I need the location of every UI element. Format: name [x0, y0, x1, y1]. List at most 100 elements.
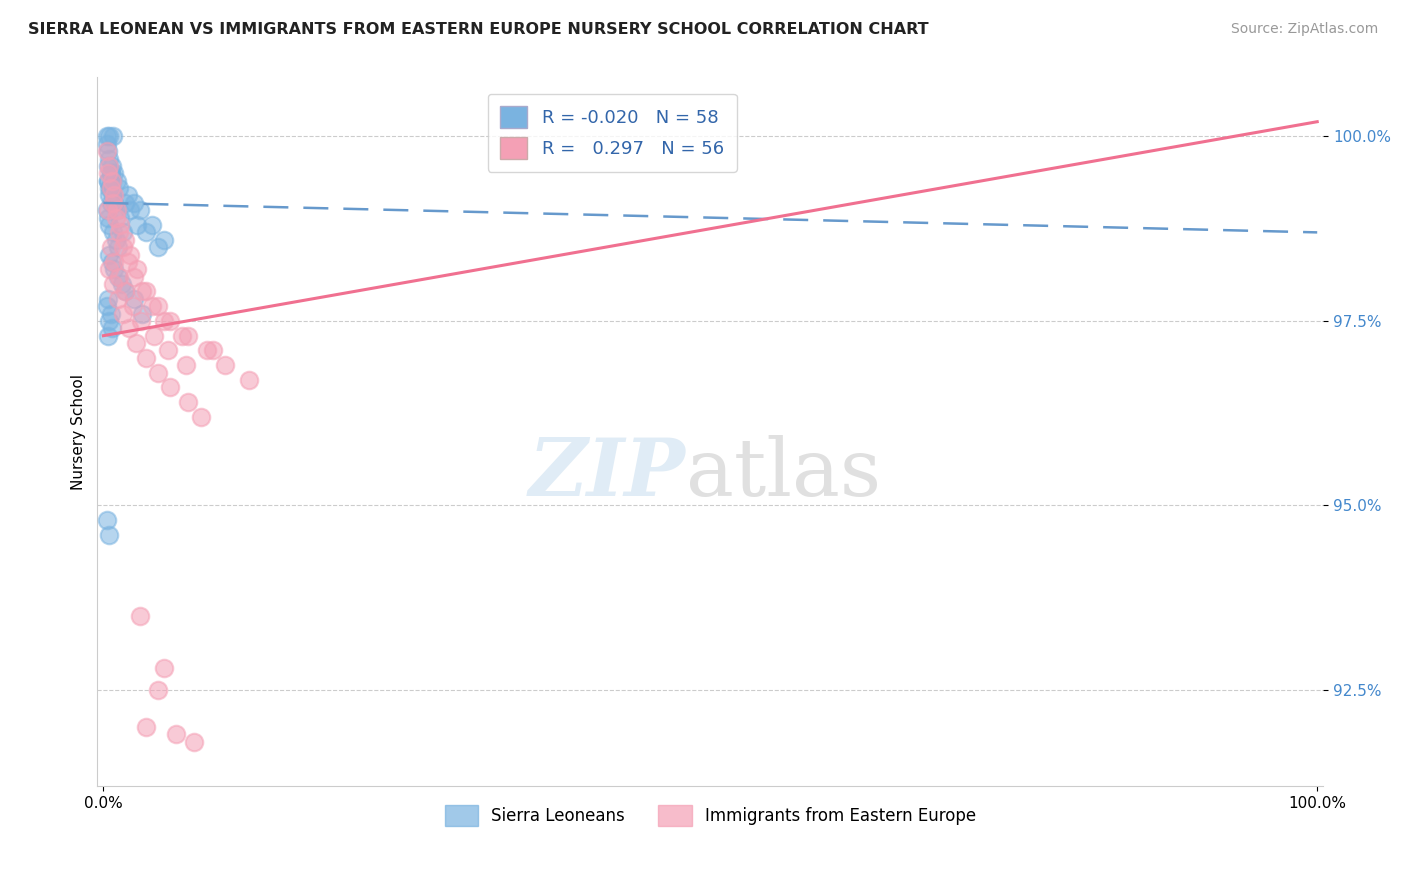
Point — [127, 218, 149, 232]
Point — [103, 262, 125, 277]
Point — [141, 299, 163, 313]
Point — [156, 343, 179, 358]
Point — [127, 262, 149, 277]
Point — [108, 226, 131, 240]
Point — [108, 269, 131, 284]
Point — [195, 343, 218, 358]
Point — [128, 203, 150, 218]
Point — [98, 181, 121, 195]
Point — [100, 307, 122, 321]
Point — [141, 218, 163, 232]
Point — [98, 152, 121, 166]
Text: SIERRA LEONEAN VS IMMIGRANTS FROM EASTERN EUROPE NURSERY SCHOOL CORRELATION CHAR: SIERRA LEONEAN VS IMMIGRANTS FROM EASTER… — [28, 22, 929, 37]
Point — [135, 351, 157, 365]
Point — [172, 328, 194, 343]
Point — [100, 166, 122, 180]
Point — [97, 174, 120, 188]
Point — [105, 174, 128, 188]
Point — [214, 358, 236, 372]
Point — [165, 727, 187, 741]
Point — [101, 226, 124, 240]
Point — [97, 292, 120, 306]
Point — [177, 328, 200, 343]
Text: atlas: atlas — [686, 435, 882, 513]
Text: ZIP: ZIP — [529, 435, 686, 513]
Point — [146, 299, 169, 313]
Point — [105, 203, 128, 218]
Point — [118, 321, 141, 335]
Point — [121, 299, 143, 313]
Point — [97, 145, 120, 159]
Point — [98, 314, 121, 328]
Point — [100, 166, 122, 180]
Point — [103, 255, 125, 269]
Point — [108, 181, 131, 195]
Point — [114, 195, 136, 210]
Point — [107, 240, 129, 254]
Point — [97, 159, 120, 173]
Point — [183, 734, 205, 748]
Point — [103, 166, 125, 180]
Point — [129, 314, 152, 328]
Point — [96, 136, 118, 151]
Point — [131, 307, 153, 321]
Point — [111, 307, 134, 321]
Point — [117, 188, 139, 202]
Point — [101, 321, 124, 335]
Point — [96, 299, 118, 313]
Point — [100, 240, 122, 254]
Point — [107, 269, 129, 284]
Point — [110, 211, 132, 225]
Point — [100, 181, 122, 195]
Point — [97, 328, 120, 343]
Point — [146, 366, 169, 380]
Point — [101, 188, 124, 202]
Point — [96, 145, 118, 159]
Point — [135, 285, 157, 299]
Point — [177, 395, 200, 409]
Point — [98, 188, 121, 202]
Point — [96, 513, 118, 527]
Point — [98, 159, 121, 173]
Point — [238, 373, 260, 387]
Point — [103, 195, 125, 210]
Point — [98, 218, 121, 232]
Point — [201, 343, 224, 358]
Point — [104, 211, 127, 225]
Text: Source: ZipAtlas.com: Source: ZipAtlas.com — [1230, 22, 1378, 37]
Point — [96, 129, 118, 144]
Point — [125, 336, 148, 351]
Point — [153, 661, 176, 675]
Point — [111, 240, 134, 254]
Point — [111, 277, 134, 291]
Point — [120, 203, 142, 218]
Point — [110, 218, 132, 232]
Point — [100, 181, 122, 195]
Point — [98, 129, 121, 144]
Point — [146, 682, 169, 697]
Point — [101, 277, 124, 291]
Point — [97, 166, 120, 180]
Point — [135, 226, 157, 240]
Point — [153, 314, 176, 328]
Point — [101, 255, 124, 269]
Point — [146, 240, 169, 254]
Point — [159, 314, 181, 328]
Point — [122, 195, 145, 210]
Point — [101, 195, 124, 210]
Point — [114, 285, 136, 299]
Legend: Sierra Leoneans, Immigrants from Eastern Europe: Sierra Leoneans, Immigrants from Eastern… — [436, 797, 984, 834]
Point — [174, 358, 197, 372]
Point — [100, 181, 122, 195]
Point — [190, 409, 212, 424]
Point — [107, 292, 129, 306]
Point — [98, 528, 121, 542]
Point — [111, 226, 134, 240]
Point — [120, 247, 142, 261]
Point — [117, 255, 139, 269]
Point — [101, 174, 124, 188]
Point — [122, 292, 145, 306]
Point — [96, 203, 118, 218]
Point — [103, 188, 125, 202]
Point — [114, 233, 136, 247]
